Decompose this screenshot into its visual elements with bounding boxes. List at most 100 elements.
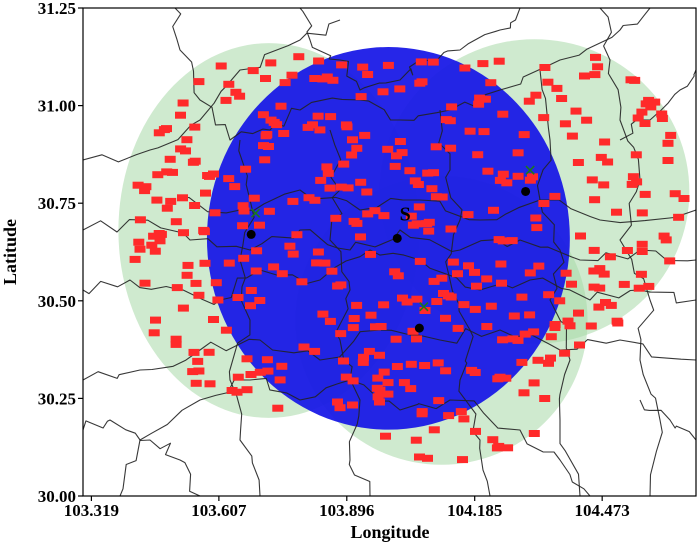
user-marker <box>405 385 417 393</box>
user-marker <box>545 354 556 362</box>
user-marker <box>358 353 369 361</box>
user-marker <box>263 207 275 215</box>
y-tick-label: 30.25 <box>38 389 76 408</box>
user-marker <box>496 279 507 287</box>
user-marker <box>518 131 530 139</box>
user-marker <box>132 181 144 189</box>
user-marker <box>554 297 566 305</box>
user-marker <box>538 114 550 122</box>
user-marker <box>678 195 690 202</box>
user-marker <box>193 367 205 375</box>
user-marker <box>347 324 359 332</box>
user-marker <box>595 153 607 161</box>
user-marker <box>543 359 554 367</box>
user-marker <box>530 214 542 222</box>
user-marker <box>471 282 482 290</box>
user-marker <box>260 132 272 140</box>
user-marker <box>257 111 269 119</box>
user-marker <box>265 59 277 67</box>
user-marker <box>539 395 551 402</box>
user-marker <box>428 169 439 177</box>
user-marker <box>507 335 519 343</box>
user-marker <box>187 368 199 376</box>
source-label: S <box>400 203 411 225</box>
user-marker <box>605 301 617 309</box>
user-marker <box>436 274 448 282</box>
x-tick-label: 103.319 <box>64 501 119 520</box>
user-marker <box>495 260 507 268</box>
user-marker <box>258 142 269 150</box>
user-marker <box>181 136 193 144</box>
user-marker <box>365 250 376 258</box>
user-marker <box>382 379 394 387</box>
user-marker <box>579 72 590 80</box>
user-marker <box>612 319 624 327</box>
user-marker <box>497 237 509 245</box>
user-marker <box>351 144 363 152</box>
user-marker <box>524 311 536 319</box>
user-marker <box>414 257 426 265</box>
user-marker <box>188 348 200 356</box>
user-marker <box>459 64 471 72</box>
user-marker <box>440 314 451 322</box>
user-marker <box>374 398 385 406</box>
main-coverage-ellipse <box>206 47 570 430</box>
user-marker <box>559 120 571 128</box>
user-marker <box>575 232 586 240</box>
user-marker <box>351 301 363 309</box>
x-tick-label: 104.473 <box>575 501 630 520</box>
user-marker <box>189 157 201 165</box>
y-tick-label: 31.00 <box>38 97 76 116</box>
user-marker <box>542 78 554 86</box>
user-marker <box>237 202 249 210</box>
user-marker <box>153 129 165 137</box>
user-marker <box>149 247 161 255</box>
user-marker <box>549 321 561 328</box>
user-marker <box>177 304 189 312</box>
user-marker <box>180 147 191 155</box>
user-marker <box>446 103 458 111</box>
user-marker <box>355 233 366 241</box>
user-marker <box>238 254 250 262</box>
user-marker <box>165 197 177 205</box>
user-marker <box>516 293 528 301</box>
user-marker <box>357 358 369 366</box>
user-marker <box>134 245 146 253</box>
user-marker <box>314 126 326 134</box>
user-marker <box>338 357 349 365</box>
user-marker <box>335 281 347 289</box>
user-marker <box>458 301 470 309</box>
user-marker <box>223 80 235 88</box>
user-marker <box>262 367 274 375</box>
node-markers: ✕ ✕ ✕ S <box>246 161 537 333</box>
user-marker <box>272 404 284 412</box>
user-marker <box>445 225 457 233</box>
user-marker <box>549 192 561 200</box>
user-marker <box>278 130 290 137</box>
main-coverage-area <box>206 47 570 430</box>
user-marker <box>626 180 638 188</box>
user-marker <box>559 349 571 357</box>
user-marker <box>170 218 182 226</box>
user-marker <box>662 157 674 164</box>
user-marker <box>324 184 336 192</box>
user-marker <box>433 397 445 405</box>
user-marker <box>452 324 464 332</box>
user-marker <box>245 302 256 310</box>
user-marker <box>190 379 202 387</box>
user-marker <box>588 246 600 254</box>
user-marker <box>139 187 151 195</box>
user-marker <box>250 267 262 275</box>
user-marker <box>566 132 578 140</box>
user-marker <box>315 176 327 184</box>
district-boundary <box>83 419 201 496</box>
user-marker <box>234 92 246 100</box>
user-marker <box>409 177 421 185</box>
user-marker <box>636 240 648 248</box>
user-marker <box>321 163 333 171</box>
user-marker <box>531 224 543 232</box>
user-marker <box>208 316 219 323</box>
x-tick-label: 103.607 <box>191 501 247 520</box>
user-marker <box>394 85 406 93</box>
user-marker <box>382 390 394 398</box>
